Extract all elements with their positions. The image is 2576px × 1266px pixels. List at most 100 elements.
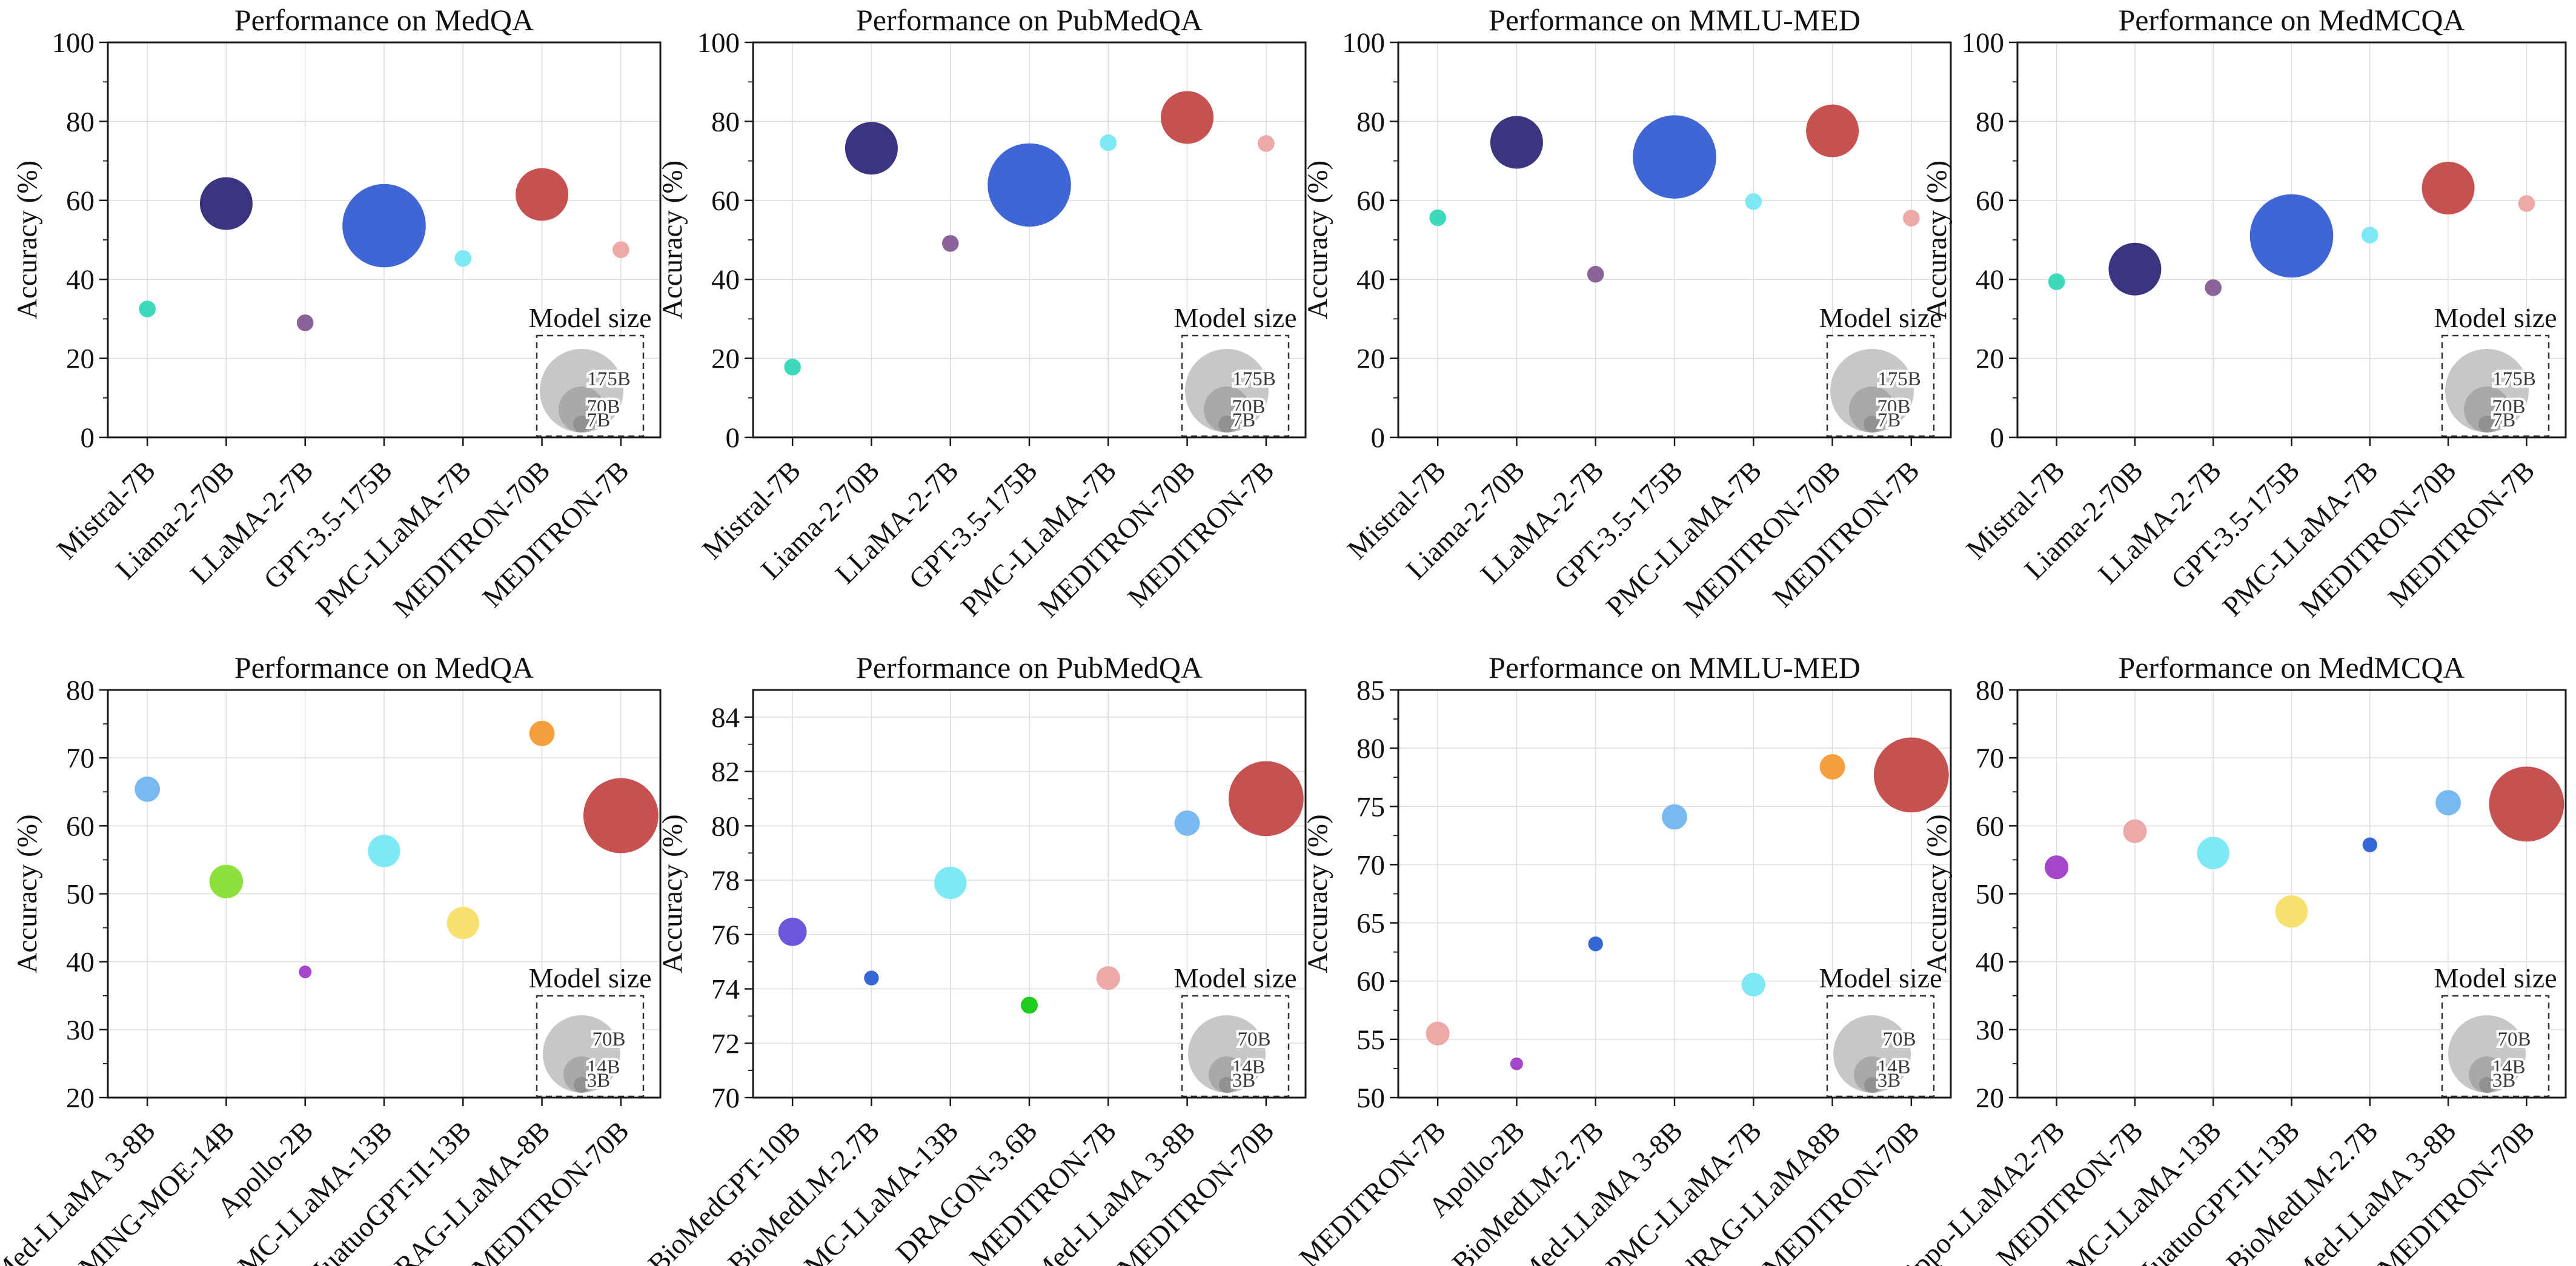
legend-title: Model size xyxy=(1173,302,1296,333)
y-axis-title: Accuracy (%) xyxy=(1302,814,1333,973)
ytick-label: 0 xyxy=(726,422,740,454)
ytick-label: 100 xyxy=(697,27,740,59)
ytick-label: 65 xyxy=(1356,908,1385,940)
bubble-PMC-LLaMA-7B xyxy=(2361,227,2378,244)
bubble-Mistral-7B xyxy=(1429,209,1446,227)
bubble-LLaMA-2-7B xyxy=(296,314,314,331)
bubble-Apollo-2B xyxy=(1510,1057,1523,1070)
bubble-GPT-3.5-175B xyxy=(988,143,1071,227)
bubble-Mistral-7B xyxy=(139,300,156,317)
legend-size-label: 70B xyxy=(1882,1029,1916,1050)
xcat-label: MEDITRON-7B xyxy=(1767,455,1926,614)
bubble-GPT-3.5-175B xyxy=(1633,115,1716,199)
bubble-series xyxy=(1426,737,1949,1070)
bubble-i-MedRAG-LLaMA-8B xyxy=(529,720,555,746)
ytick-label: 40 xyxy=(1356,264,1385,296)
ytick-label: 78 xyxy=(711,865,740,896)
bubble-HuatuoGPT-II-13B xyxy=(2275,895,2308,928)
bubble-MEDITRON-7B xyxy=(1258,135,1275,152)
ytick-label: 20 xyxy=(711,343,740,375)
bubble-Liama-2-70B xyxy=(1490,116,1543,169)
legend-circle-3B xyxy=(574,1077,589,1093)
bubble-MEDITRON-70B xyxy=(1161,91,1214,144)
bubble-Liama-2-70B xyxy=(2108,242,2162,296)
legend-circle-7B xyxy=(573,416,590,432)
legend-size-label: 3B xyxy=(1232,1070,1256,1092)
legend-size-label: 7B xyxy=(1877,409,1901,431)
chart-title: Performance on MMLU-MED xyxy=(1489,3,1861,37)
bubble-HuatuoGPT-II-13B xyxy=(446,907,479,940)
legend-circle-14B xyxy=(1209,1056,1245,1093)
legend-size-label: 7B xyxy=(1232,409,1256,431)
ytick-label: 40 xyxy=(66,947,95,978)
legend-size-label: 7B xyxy=(2492,409,2516,431)
ytick-label: 80 xyxy=(1976,675,2004,706)
bubble-MEDITRON-7B xyxy=(1426,1021,1450,1046)
ytick-label: 74 xyxy=(711,974,740,1006)
bubble-series xyxy=(134,720,659,978)
ytick-label: 30 xyxy=(66,1015,95,1046)
legend-title: Model size xyxy=(1819,963,1942,993)
legend-size-label: 70B xyxy=(2497,1029,2531,1050)
bubble-Liama-2-70B xyxy=(199,177,253,230)
ytick-label: 50 xyxy=(66,879,95,910)
bubble-PMC-LLaMA-13B xyxy=(2197,837,2229,869)
chart-title: Performance on MMLU-MED xyxy=(1489,651,1861,684)
bubble-MEDITRON-70B xyxy=(583,778,659,853)
legend-size-label: 3B xyxy=(2492,1070,2516,1092)
ytick-label: 20 xyxy=(66,343,95,375)
bubble-Apollo-2B xyxy=(299,965,312,978)
y-axis: 0 20 40 60 80 100 xyxy=(1962,27,2017,454)
y-axis-title: Accuracy (%) xyxy=(657,161,688,319)
ytick-label: 40 xyxy=(1976,264,2004,296)
legend-size-label: 70B xyxy=(586,396,620,418)
chart-title: Performance on MedQA xyxy=(234,3,534,37)
x-axis: MMed-LLaMA 3-8BMING-MOE-14BApollo-2BPMC-… xyxy=(0,1098,636,1266)
legend-circle-3B xyxy=(1864,1077,1880,1093)
ytick-label: 60 xyxy=(66,185,95,217)
legend-size-label: 70B xyxy=(1237,1029,1270,1050)
legend-title: Model size xyxy=(528,302,651,333)
bubble-Mistral-7B xyxy=(2048,273,2065,290)
bubble-BioMedGPT-10B xyxy=(778,917,807,946)
ytick-label: 82 xyxy=(711,757,740,788)
legend-size-label: 175B xyxy=(2492,368,2536,390)
y-axis: 20 30 40 50 60 70 80 xyxy=(1976,675,2017,1114)
x-axis: BioMedGPT-10BBioMedLM-2.7BPMC-LLaMA-13BD… xyxy=(642,1098,1281,1266)
xcat-label: MEDITRON-7B xyxy=(1122,455,1281,614)
legend-title: Model size xyxy=(1819,302,1942,333)
legend-title: Model size xyxy=(2434,302,2557,333)
xcat-label: DRAGON-3.6B xyxy=(890,1115,1044,1266)
bubble-BioMedLM-2.7B xyxy=(2362,837,2377,852)
ytick-label: 20 xyxy=(1356,343,1385,375)
ytick-label: 80 xyxy=(1356,733,1385,764)
bubble-DRAGON-3.6B xyxy=(1021,996,1038,1014)
xcat-label: MEDITRON-7B xyxy=(2382,455,2541,614)
ytick-label: 70 xyxy=(66,743,95,774)
ytick-label: 84 xyxy=(711,702,740,734)
bubble-BioMedLM-2.7B xyxy=(864,970,879,986)
ytick-label: 40 xyxy=(711,264,740,296)
y-axis: 70 72 74 76 78 80 82 84 xyxy=(711,702,753,1114)
ytick-label: 20 xyxy=(66,1082,95,1114)
y-axis-title: Accuracy (%) xyxy=(1302,161,1333,319)
bubble-MMed-LLaMA-3-8B xyxy=(1174,810,1200,836)
bubble-MEDITRON-7B xyxy=(2123,819,2147,843)
bubble-Hippo-LLaMA2-7B xyxy=(2045,855,2069,880)
xcat-label: MMed-LLaMA 3-8B xyxy=(0,1115,162,1266)
bubble-LLaMA-2-7B xyxy=(2205,279,2222,296)
ytick-label: 0 xyxy=(81,422,95,454)
ytick-label: 60 xyxy=(711,185,740,217)
ytick-label: 100 xyxy=(52,27,95,59)
legend-size-label: 175B xyxy=(1877,368,1921,390)
bubble-PMC-LLaMA-7B xyxy=(1100,134,1117,151)
ytick-label: 40 xyxy=(66,264,95,296)
